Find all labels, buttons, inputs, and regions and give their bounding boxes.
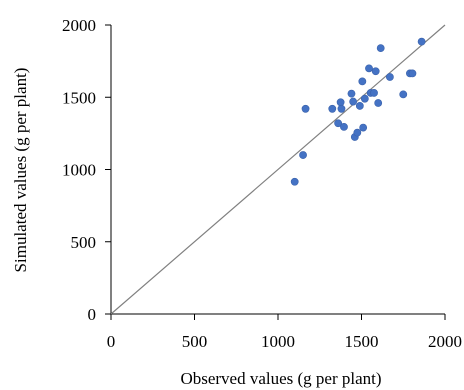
- data-point: [353, 128, 362, 137]
- data-point: [376, 44, 385, 53]
- data-point: [336, 98, 345, 107]
- y-tick-label: 0: [88, 305, 97, 324]
- plot-area: 0 500 1000 1500 2000 0 500 1000 1500 2000: [62, 16, 462, 351]
- y-tick-label: 1500: [62, 88, 96, 107]
- data-point: [347, 89, 356, 98]
- x-tick-label: 1000: [261, 332, 295, 351]
- data-point: [365, 64, 373, 73]
- data-point: [337, 104, 346, 113]
- data-point: [328, 104, 337, 113]
- x-tick-label: 1500: [345, 332, 379, 351]
- x-tick-label: 2000: [428, 332, 462, 351]
- data-point: [340, 122, 348, 131]
- y-tick-label: 500: [71, 233, 97, 252]
- data-point: [349, 97, 358, 106]
- data-point: [355, 102, 364, 110]
- x-tick-label: 0: [107, 332, 116, 351]
- data-point: [370, 89, 378, 97]
- x-axis-label: Observed values (g per plant): [180, 369, 381, 388]
- data-point: [301, 104, 310, 113]
- data-point: [299, 151, 307, 159]
- data-point: [359, 123, 368, 132]
- data-point: [371, 67, 380, 76]
- data-point: [417, 37, 426, 46]
- data-point: [374, 99, 383, 107]
- data-point: [385, 73, 394, 81]
- y-tick-label: 1000: [62, 161, 96, 180]
- y-axis-label: Simulated values (g per plant): [11, 68, 30, 273]
- data-point: [358, 77, 367, 86]
- reference-line-1-to-1: [110, 24, 446, 315]
- data-point: [399, 90, 408, 99]
- x-tick-label: 500: [182, 332, 208, 351]
- data-point: [408, 69, 417, 78]
- y-tick-label: 2000: [62, 16, 96, 35]
- data-point: [290, 177, 299, 186]
- data-point: [334, 119, 343, 128]
- data-point: [360, 94, 369, 103]
